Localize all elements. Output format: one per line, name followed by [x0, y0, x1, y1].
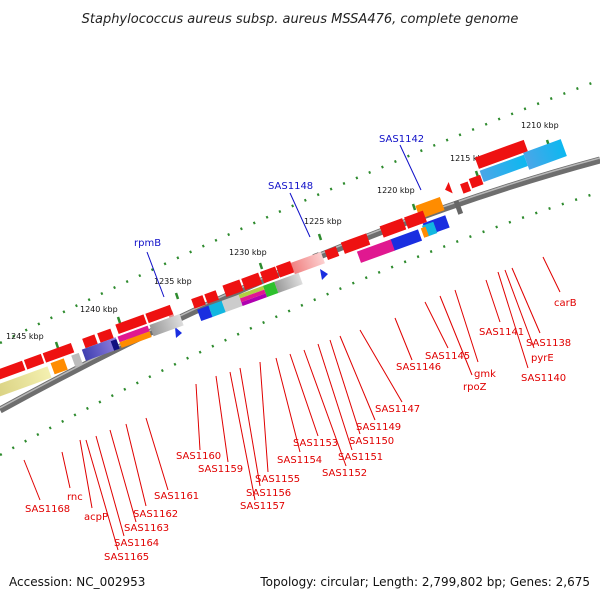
gene-label-bottom: SAS1168 — [25, 504, 70, 515]
scale-label: 1235 kbp — [154, 277, 192, 286]
gene-label-bottom: pyrE — [531, 353, 554, 364]
scale-label: 1240 kbp — [80, 305, 118, 314]
gene-label-bottom: SAS1156 — [246, 488, 291, 499]
gene-label-bottom: SAS1140 — [521, 373, 566, 384]
gene-label-bottom: SAS1150 — [349, 436, 394, 447]
gene-features-bottom — [0, 139, 567, 399]
bottom-leader-lines — [23, 256, 561, 551]
gene-label-bottom: SAS1149 — [356, 422, 401, 433]
top-labels: SAS1142 SAS1148 rpmB — [134, 134, 424, 298]
gene-label-bottom: rnc — [67, 492, 83, 503]
gene-label-top: SAS1142 — [379, 134, 424, 145]
topology-text: Topology: circular; Length: 2,799,802 bp… — [259, 575, 590, 589]
scale-label: 1225 kbp — [304, 217, 342, 226]
gene-arrow — [175, 327, 182, 338]
gene-label-bottom: SAS1145 — [425, 351, 470, 362]
gene-label-bottom: SAS1147 — [375, 404, 420, 415]
gene-label-bottom: rpoZ — [463, 382, 487, 393]
inner-dotted-arc — [0, 190, 600, 457]
gene-label-bottom: SAS1162 — [133, 509, 178, 520]
gene-label-bottom: SAS1138 — [526, 338, 571, 349]
gene-arrow — [320, 269, 328, 280]
scale-label: 1210 kbp — [521, 121, 559, 130]
scale-label: 1220 kbp — [377, 186, 415, 195]
gene-label-bottom: SAS1155 — [255, 474, 300, 485]
gene-label-bottom: SAS1154 — [277, 455, 322, 466]
gene-label-bottom: carB — [554, 298, 577, 309]
gene-label-bottom: SAS1151 — [338, 452, 383, 463]
accession-text: Accession: NC_002953 — [9, 575, 145, 589]
gene-label-top: rpmB — [134, 238, 161, 249]
gene-label-bottom: acpP — [84, 512, 108, 523]
gene-label-bottom: SAS1163 — [124, 523, 169, 534]
map-title: Staphylococcus aureus subsp. aureus MSSA… — [82, 12, 519, 27]
bottom-labels: carB SAS1138 pyrE SAS1140 SAS1141 gmk rp… — [25, 298, 577, 563]
gene-label-bottom: gmk — [474, 369, 496, 380]
gene-label-bottom: SAS1159 — [198, 464, 243, 475]
gene-label-bottom: SAS1164 — [114, 538, 159, 549]
scale-label: 1215 kbp — [450, 154, 488, 163]
scale-dotted-arc — [0, 78, 600, 345]
gene-label-bottom: SAS1161 — [154, 491, 199, 502]
scale-major-ticks — [54, 139, 551, 349]
gene-label-bottom: SAS1153 — [293, 438, 338, 449]
gene-label-top: SAS1148 — [268, 181, 313, 192]
gene-label-bottom: SAS1146 — [396, 362, 441, 373]
scale-label: 1230 kbp — [229, 248, 267, 257]
gene-label-bottom: SAS1165 — [104, 552, 149, 563]
scale-label: 1245 kbp — [6, 332, 44, 341]
gene-label-bottom: SAS1160 — [176, 451, 221, 462]
scale-labels: 1210 kbp 1215 kbp 1220 kbp 1225 kbp 1230… — [6, 121, 559, 341]
gene-label-bottom: SAS1152 — [322, 468, 367, 479]
gene-label-bottom: SAS1141 — [479, 327, 524, 338]
gene-label-bottom: SAS1157 — [240, 501, 285, 512]
